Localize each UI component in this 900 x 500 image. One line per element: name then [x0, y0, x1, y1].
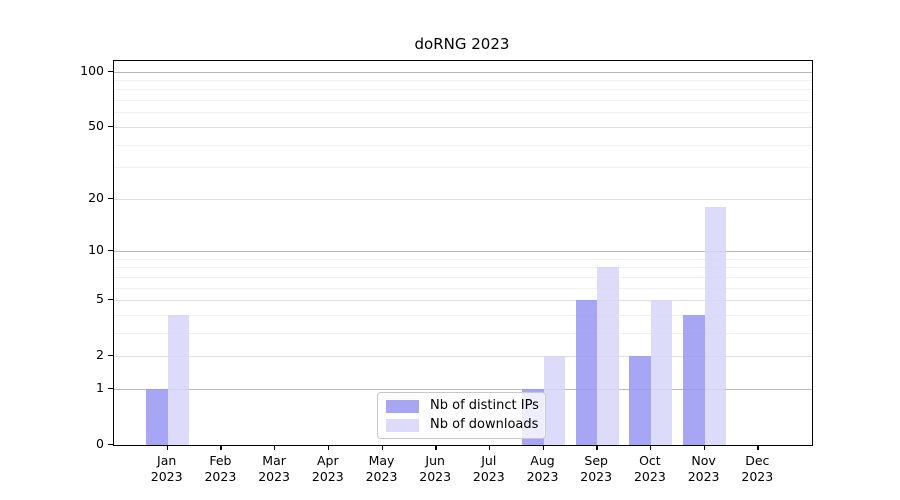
y-tick: [108, 299, 113, 301]
legend-swatch-downloads-icon: [386, 418, 419, 432]
y-tick: [108, 387, 113, 390]
major-gridline: [114, 198, 812, 200]
minor-gridline: [114, 258, 812, 260]
minor-gridline: [114, 314, 812, 316]
major-gridline: [114, 300, 812, 301]
minor-gridline: [114, 100, 812, 101]
x-tick: [220, 445, 222, 450]
x-tick: [542, 445, 544, 450]
minor-gridline: [114, 267, 812, 269]
legend-item-downloads: Nb of downloads: [386, 417, 539, 433]
y-tick: [108, 355, 113, 357]
y-tick: [108, 249, 113, 252]
x-tick-label: Nov 2023: [687, 453, 720, 484]
y-tick-label: 1: [96, 379, 104, 395]
y-tick-label: 10: [88, 241, 104, 257]
x-tick-label: Feb 2023: [204, 453, 237, 484]
plot-area: [113, 60, 813, 446]
x-tick: [649, 445, 652, 450]
minor-gridline: [114, 79, 812, 81]
chart-title: doRNG 2023: [414, 35, 510, 53]
x-tick: [596, 445, 598, 450]
x-tick-label: Jun 2023: [419, 453, 452, 484]
major-gridline: [114, 71, 812, 73]
legend: Nb of distinct IPs Nb of downloads: [377, 392, 546, 439]
y-tick-label: 50: [88, 117, 104, 133]
bar-downloads: [650, 300, 673, 445]
x-tick-label: Jul 2023: [472, 453, 505, 484]
x-tick-label: Oct 2023: [633, 453, 666, 484]
legend-label-distinct-ips: Nb of distinct IPs: [430, 398, 539, 413]
x-tick: [757, 445, 759, 450]
major-gridline: [114, 250, 812, 252]
bar-downloads: [167, 314, 190, 445]
x-tick: [488, 445, 491, 450]
major-gridline: [114, 356, 812, 358]
x-tick: [327, 445, 330, 450]
minor-gridline: [114, 287, 812, 289]
x-tick-label: Dec 2023: [741, 453, 774, 484]
x-tick-label: Apr 2023: [311, 453, 344, 484]
legend-item-distinct-ips: Nb of distinct IPs: [386, 398, 539, 414]
bar-distinct-ips: [683, 314, 705, 445]
minor-gridline: [114, 332, 812, 334]
minor-gridline: [114, 167, 812, 169]
y-tick-label: 20: [88, 189, 104, 205]
bar-distinct-ips: [146, 388, 168, 445]
bar-downloads: [543, 356, 565, 445]
bar-downloads: [704, 206, 727, 445]
y-tick-label: 5: [96, 291, 104, 306]
major-gridline: [114, 388, 812, 390]
y-tick-label: 100: [80, 62, 104, 78]
x-tick: [435, 445, 437, 450]
legend-swatch-distinct-ips-icon: [386, 399, 419, 413]
x-tick: [381, 445, 383, 450]
major-gridline: [114, 126, 812, 128]
x-tick: [166, 445, 169, 450]
minor-gridline: [114, 144, 812, 146]
y-tick-label: 0: [96, 436, 104, 451]
bar-distinct-ips: [575, 300, 598, 445]
bar-distinct-ips: [629, 356, 651, 445]
x-tick-label: Aug 2023: [526, 453, 559, 484]
bar-downloads: [597, 267, 619, 445]
x-tick-label: Mar 2023: [258, 453, 290, 484]
y-tick-label: 2: [96, 347, 104, 363]
y-tick: [108, 197, 113, 199]
x-tick-label: Sep 2023: [580, 453, 613, 484]
y-tick: [108, 70, 113, 72]
y-tick: [108, 444, 113, 446]
x-tick: [703, 445, 705, 450]
x-tick: [274, 445, 276, 450]
minor-gridline: [114, 89, 812, 91]
legend-label-downloads: Nb of downloads: [430, 417, 539, 432]
x-tick-label: May 2023: [365, 453, 398, 484]
x-tick-label: Jan 2023: [150, 453, 183, 484]
minor-gridline: [114, 276, 812, 278]
y-tick: [108, 125, 113, 128]
minor-gridline: [114, 112, 812, 114]
